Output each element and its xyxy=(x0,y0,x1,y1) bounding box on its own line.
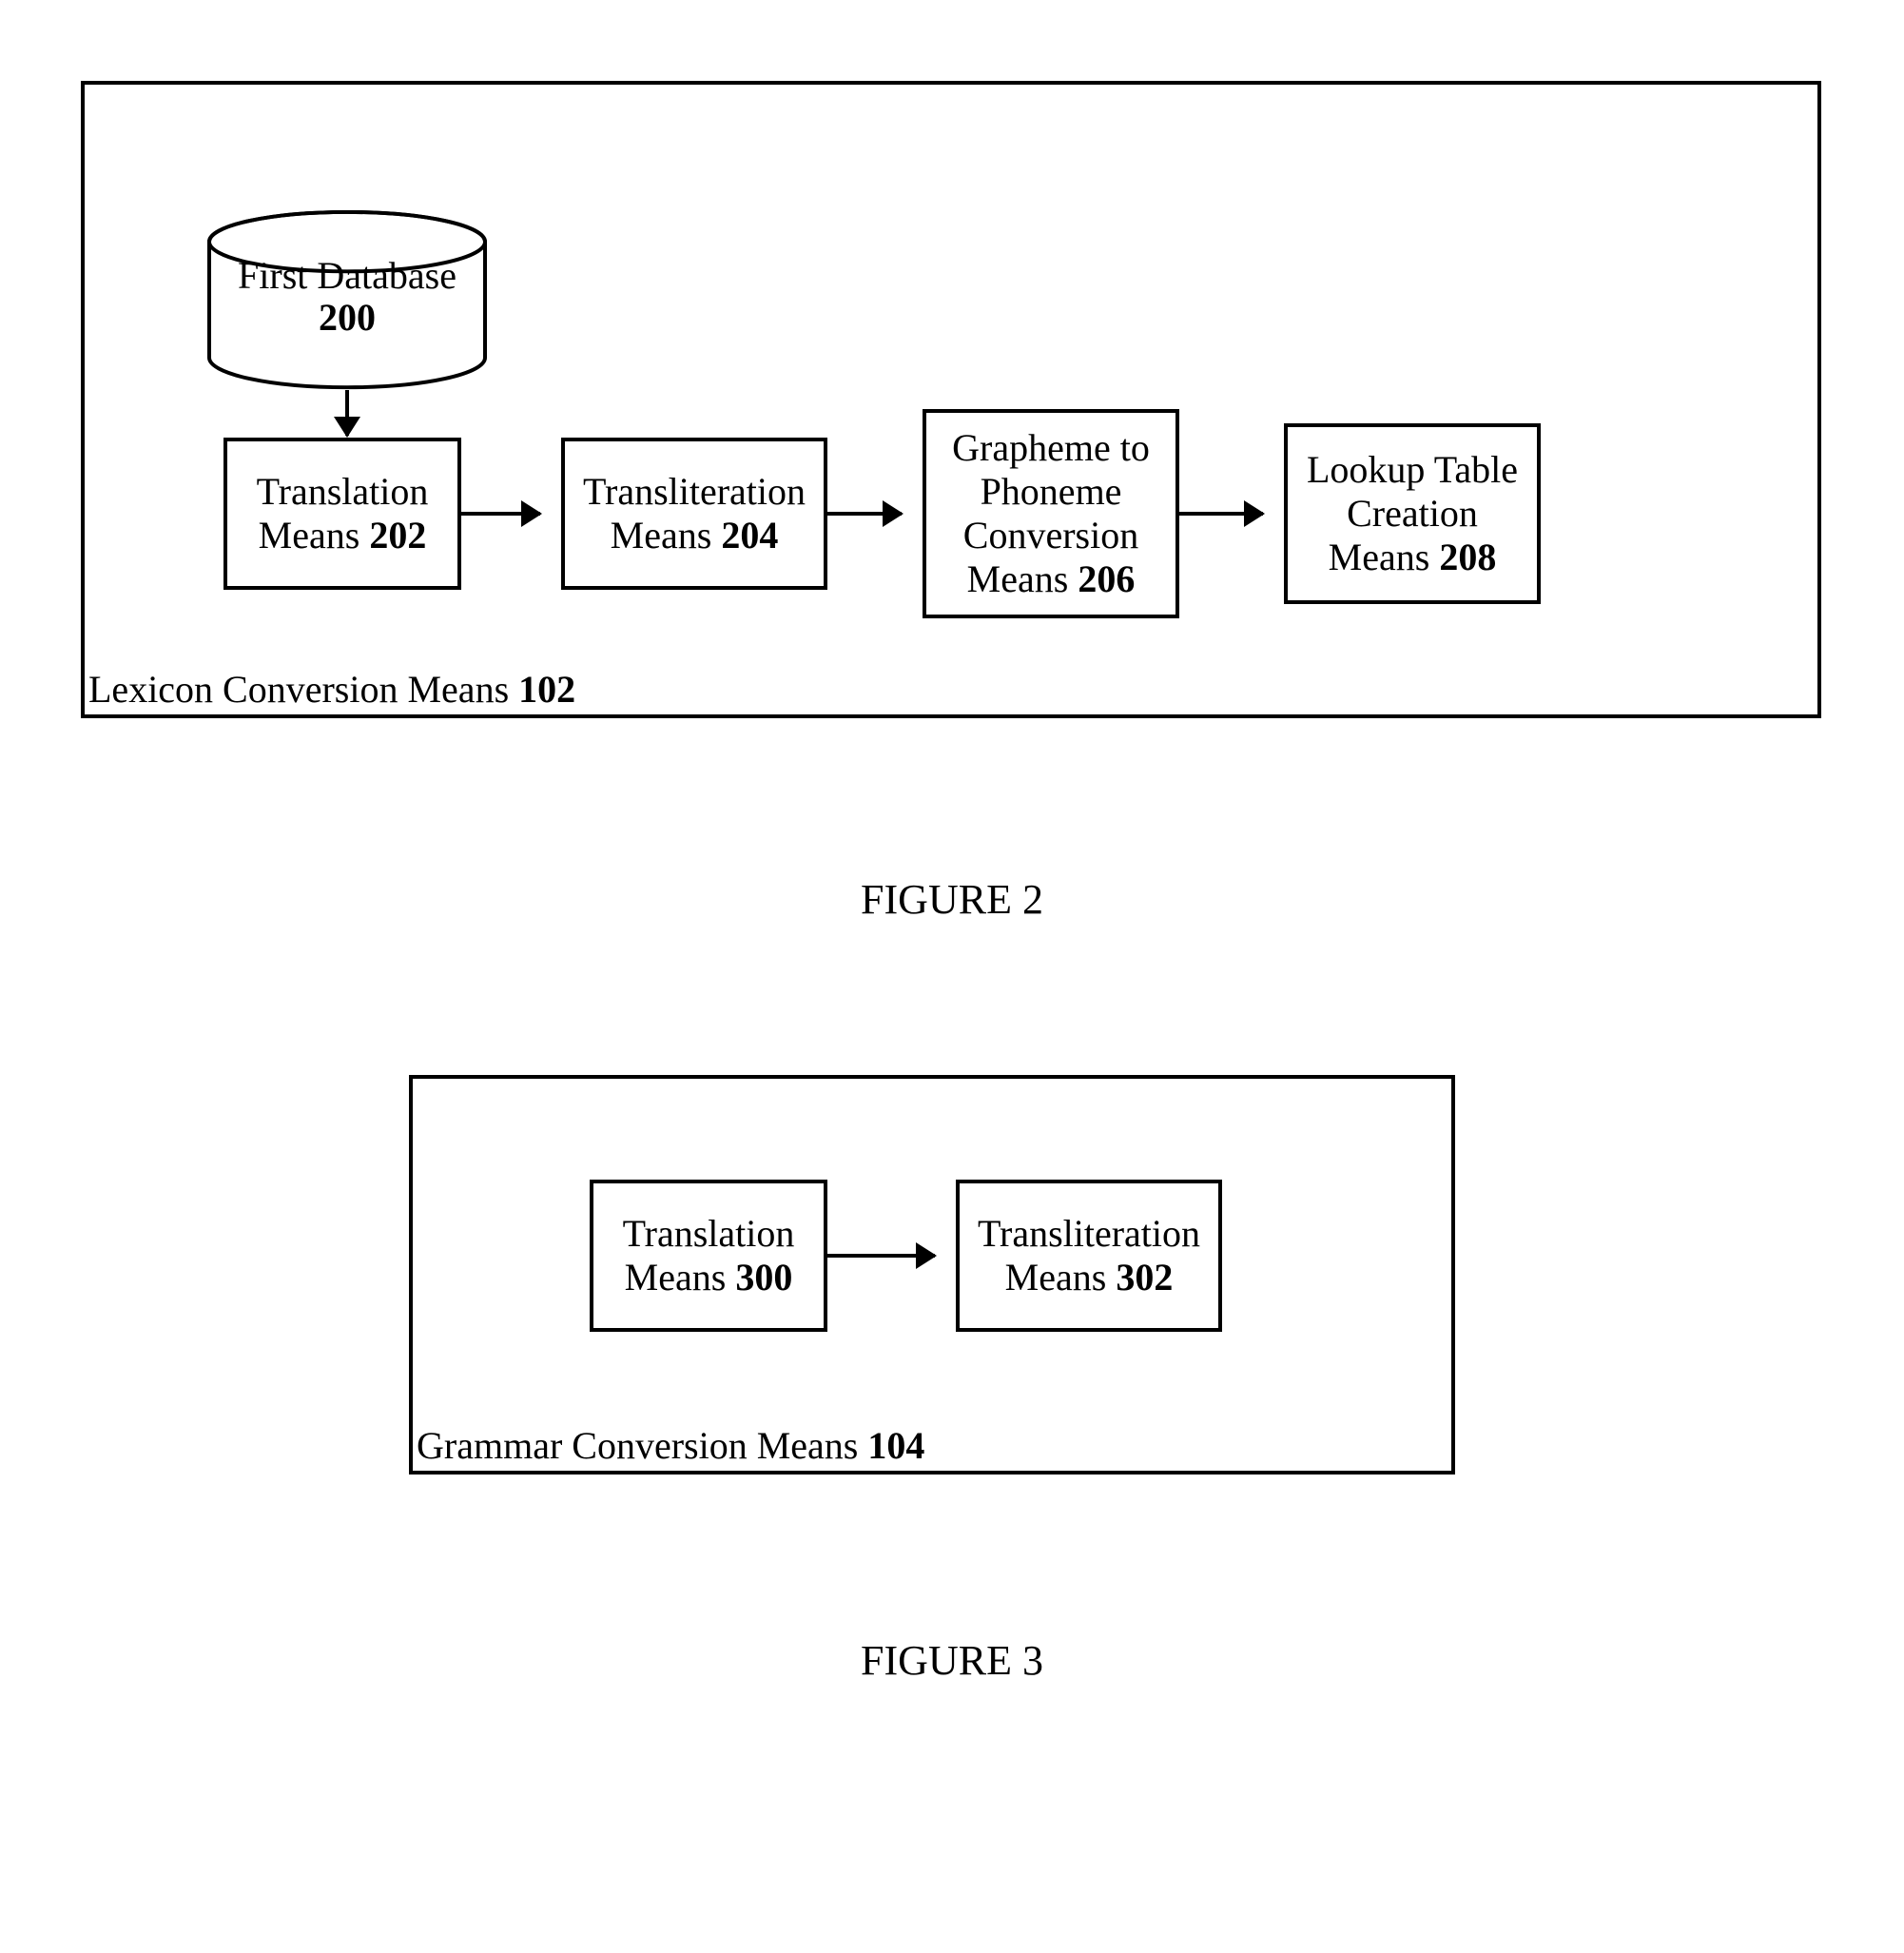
translation-202-box: TranslationMeans 202 xyxy=(223,438,461,590)
arrow-202-204 xyxy=(461,512,540,516)
fig2-container-label: Lexicon Conversion Means 102 xyxy=(88,667,575,712)
fig3-label-num: 104 xyxy=(867,1424,924,1467)
fig2-container xyxy=(81,81,1821,718)
arrow-204-206 xyxy=(827,512,902,516)
fig3-label-text: Grammar Conversion Means xyxy=(417,1424,867,1467)
db-num: 200 xyxy=(319,296,376,339)
lookup-208-box: Lookup TableCreationMeans 208 xyxy=(1284,423,1541,604)
arrow-db-202 xyxy=(345,390,349,436)
first-database-label: First Database 200 xyxy=(209,255,485,339)
transliteration-204-box: TransliterationMeans 204 xyxy=(561,438,827,590)
arrow-300-302 xyxy=(827,1254,935,1258)
figure-3-caption: FIGURE 3 xyxy=(0,1636,1904,1685)
db-text: First Database xyxy=(238,254,457,297)
arrow-206-208 xyxy=(1179,512,1263,516)
page: First Database 200 TranslationMeans 202 … xyxy=(0,0,1904,1953)
fig3-container-label: Grammar Conversion Means 104 xyxy=(417,1423,924,1468)
figure-2-caption: FIGURE 2 xyxy=(0,875,1904,924)
transliteration-302-box: TransliterationMeans 302 xyxy=(956,1180,1222,1332)
g2p-206-box: Grapheme toPhonemeConversionMeans 206 xyxy=(923,409,1179,618)
fig2-label-text: Lexicon Conversion Means xyxy=(88,668,518,711)
fig2-label-num: 102 xyxy=(518,668,575,711)
fig3-container xyxy=(409,1075,1455,1475)
translation-300-box: TranslationMeans 300 xyxy=(590,1180,827,1332)
